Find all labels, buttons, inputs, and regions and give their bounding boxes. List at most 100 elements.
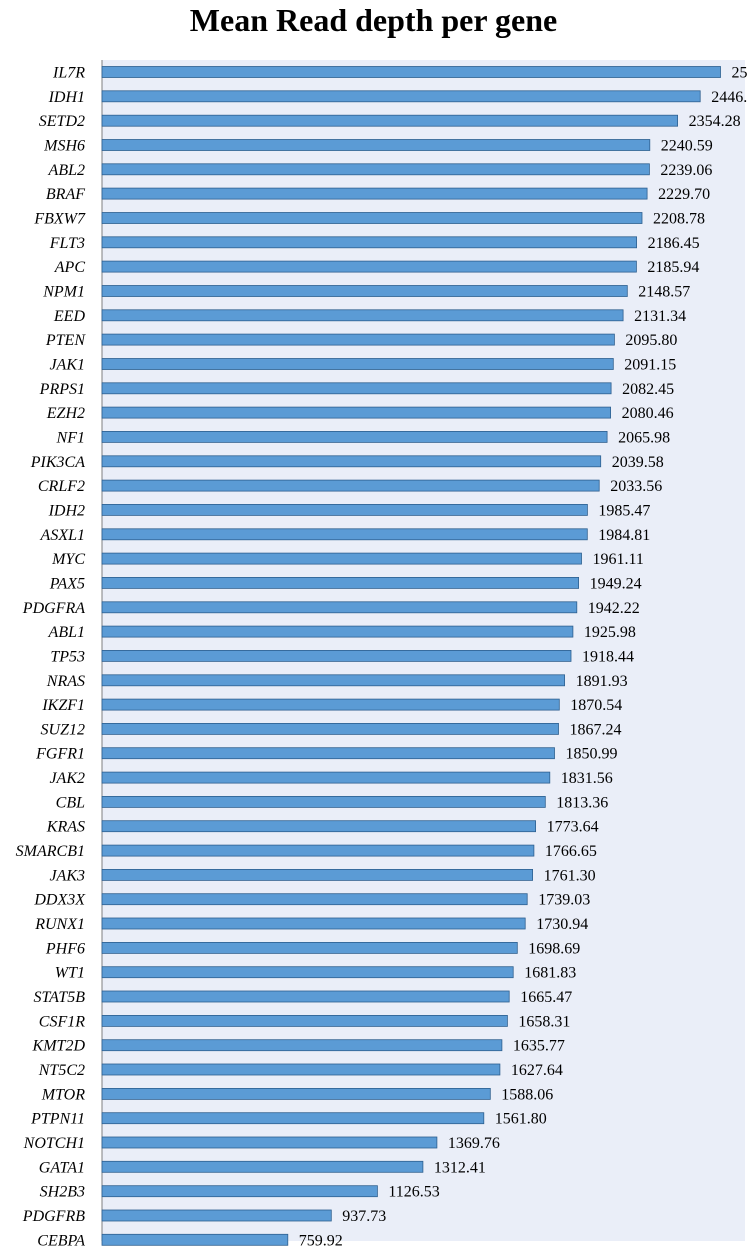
category-label-npm1: NPM1 (42, 284, 85, 301)
category-label-jak1: JAK1 (49, 357, 85, 374)
value-label-setd2: 2354.28 (689, 113, 741, 130)
bar-ezh2 (101, 406, 612, 419)
category-label-pdgfra: PDGFRA (22, 600, 85, 617)
category-label-fgfr1: FGFR1 (35, 746, 85, 763)
category-label-myc: MYC (51, 551, 85, 568)
bar-idh1 (101, 90, 701, 103)
bar-pdgfrb (101, 1209, 332, 1222)
category-label-cbl: CBL (56, 794, 85, 811)
value-label-nt5c2: 1627.64 (511, 1062, 563, 1079)
bar-ikzf1 (101, 698, 560, 711)
value-label-ikzf1: 1870.54 (570, 697, 622, 714)
category-label-kras: KRAS (46, 819, 85, 836)
value-label-braf: 2229.70 (658, 186, 710, 203)
value-label-gata1: 1312.41 (434, 1159, 486, 1176)
category-label-mtor: MTOR (41, 1086, 85, 1103)
value-label-il7r: 2529.84 (732, 65, 747, 82)
value-label-phf6: 1698.69 (528, 940, 580, 957)
bar-gata1 (101, 1160, 424, 1173)
category-label-stat5b: STAT5B (33, 989, 85, 1006)
bar-eed (101, 309, 624, 322)
value-label-flt3: 2186.45 (648, 235, 700, 252)
bar-abl1 (101, 625, 574, 638)
bar-pik3ca (101, 455, 602, 468)
category-label-asxl1: ASXL1 (40, 527, 85, 544)
value-label-idh2: 1985.47 (598, 502, 650, 519)
category-label-abl1: ABL1 (48, 624, 85, 641)
bar-ptpn11 (101, 1112, 485, 1125)
value-label-notch1: 1369.76 (448, 1135, 500, 1152)
value-label-csf1r: 1658.31 (518, 1013, 570, 1030)
category-label-crlf2: CRLF2 (38, 478, 85, 495)
value-label-ezh2: 2080.46 (622, 405, 674, 422)
value-label-ptpn11: 1561.80 (495, 1111, 547, 1128)
bar-fgfr1 (101, 747, 555, 760)
category-label-csf1r: CSF1R (39, 1013, 85, 1030)
category-label-cebpa: CEBPA (37, 1232, 85, 1247)
category-label-eed: EED (53, 308, 86, 325)
bar-idh2 (101, 503, 588, 516)
value-label-stat5b: 1665.47 (520, 989, 572, 1006)
value-label-smarcb1: 1766.65 (545, 843, 597, 860)
value-label-fgfr1: 1850.99 (566, 746, 618, 763)
bar-pax5 (101, 577, 580, 589)
value-label-abl2: 2239.06 (660, 162, 712, 179)
bar-wt1 (101, 966, 514, 979)
bar-msh6 (101, 139, 651, 151)
bar-kmt2d (101, 1039, 503, 1052)
value-label-myc: 1961.11 (593, 551, 644, 568)
bar-nras (101, 674, 566, 687)
value-label-wt1: 1681.83 (524, 965, 576, 982)
bar-kras (101, 820, 537, 833)
bar-smarcb1 (101, 844, 535, 857)
bar-phf6 (101, 942, 518, 954)
category-label-pik3ca: PIK3CA (30, 454, 85, 471)
bar-npm1 (101, 285, 628, 297)
value-label-cebpa: 759.92 (299, 1232, 343, 1247)
category-label-suz12: SUZ12 (41, 721, 85, 738)
category-label-braf: BRAF (46, 186, 85, 203)
category-label-flt3: FLT3 (49, 235, 85, 252)
category-label-kmt2d: KMT2D (32, 1038, 86, 1055)
category-label-tp53: TP53 (50, 648, 85, 665)
value-label-pten: 2095.80 (625, 332, 677, 349)
category-label-fbxw7: FBXW7 (33, 211, 86, 228)
value-label-fbxw7: 2208.78 (653, 211, 705, 228)
value-label-pdgfrb: 937.73 (342, 1208, 386, 1225)
value-label-jak1: 2091.15 (624, 357, 676, 374)
value-labels-group: 2529.84 2446.70 2354.28 2240.59 2239.06 2229.… (299, 65, 747, 1247)
value-label-tp53: 1918.44 (582, 648, 634, 665)
value-label-nras: 1891.93 (576, 673, 628, 690)
bar-nt5c2 (101, 1063, 501, 1076)
value-label-pik3ca: 2039.58 (612, 454, 664, 471)
category-label-pdgfrb: PDGFRB (22, 1208, 85, 1225)
value-label-crlf2: 2033.56 (610, 478, 662, 495)
value-label-cbl: 1813.36 (556, 794, 608, 811)
bar-ddx3x (101, 893, 528, 906)
category-label-nt5c2: NT5C2 (38, 1062, 85, 1079)
bar-il7r (101, 66, 721, 78)
category-label-ptpn11: PTPN11 (30, 1111, 85, 1128)
bar-prps1 (101, 382, 612, 395)
category-labels-group: IL7R IDH1 SETD2 MSH6 ABL2 BRAF FBXW7 FLT3 APC NPM… (16, 65, 87, 1247)
value-label-jak3: 1761.30 (544, 867, 596, 884)
bar-abl2 (101, 163, 650, 176)
value-label-mtor: 1588.06 (501, 1086, 553, 1103)
category-label-gata1: GATA1 (39, 1159, 85, 1176)
category-label-pax5: PAX5 (49, 575, 85, 592)
bar-cbl (101, 796, 546, 808)
value-label-nf1: 2065.98 (618, 429, 670, 446)
value-label-abl1: 1925.98 (584, 624, 636, 641)
bar-pdgfra (101, 601, 578, 614)
bar-stat5b (101, 990, 510, 1003)
category-label-nras: NRAS (46, 673, 85, 690)
category-label-apc: APC (54, 259, 86, 276)
chart-title: Mean Read depth per gene (189, 2, 558, 38)
value-label-ddx3x: 1739.03 (538, 892, 590, 909)
bar-suz12 (101, 723, 559, 735)
category-label-prps1: PRPS1 (39, 381, 85, 398)
category-label-msh6: MSH6 (43, 138, 85, 155)
bar-csf1r (101, 1015, 508, 1027)
value-label-suz12: 1867.24 (570, 721, 622, 738)
category-label-pten: PTEN (45, 332, 86, 349)
